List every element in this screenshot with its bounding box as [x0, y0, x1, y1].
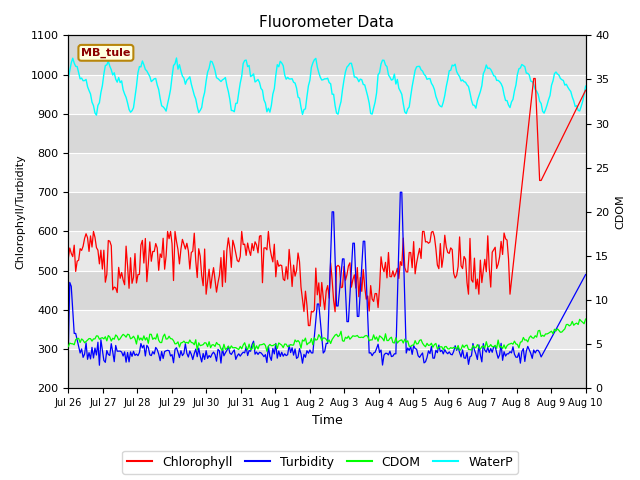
Bar — [68, 114, 586, 153]
Text: MB_tule: MB_tule — [81, 48, 131, 58]
Bar — [68, 36, 586, 74]
X-axis label: Time: Time — [312, 414, 342, 427]
Y-axis label: Chlorophyll/Turbidity: Chlorophyll/Turbidity — [15, 155, 25, 269]
Bar — [68, 192, 586, 231]
Bar — [68, 271, 586, 310]
Bar — [68, 153, 586, 192]
Y-axis label: CDOM: CDOM — [615, 194, 625, 229]
Bar — [68, 74, 586, 114]
Bar — [68, 349, 586, 388]
Bar — [68, 231, 586, 271]
Bar — [68, 310, 586, 349]
Legend: Chlorophyll, Turbidity, CDOM, WaterP: Chlorophyll, Turbidity, CDOM, WaterP — [122, 451, 518, 474]
Title: Fluorometer Data: Fluorometer Data — [259, 15, 394, 30]
